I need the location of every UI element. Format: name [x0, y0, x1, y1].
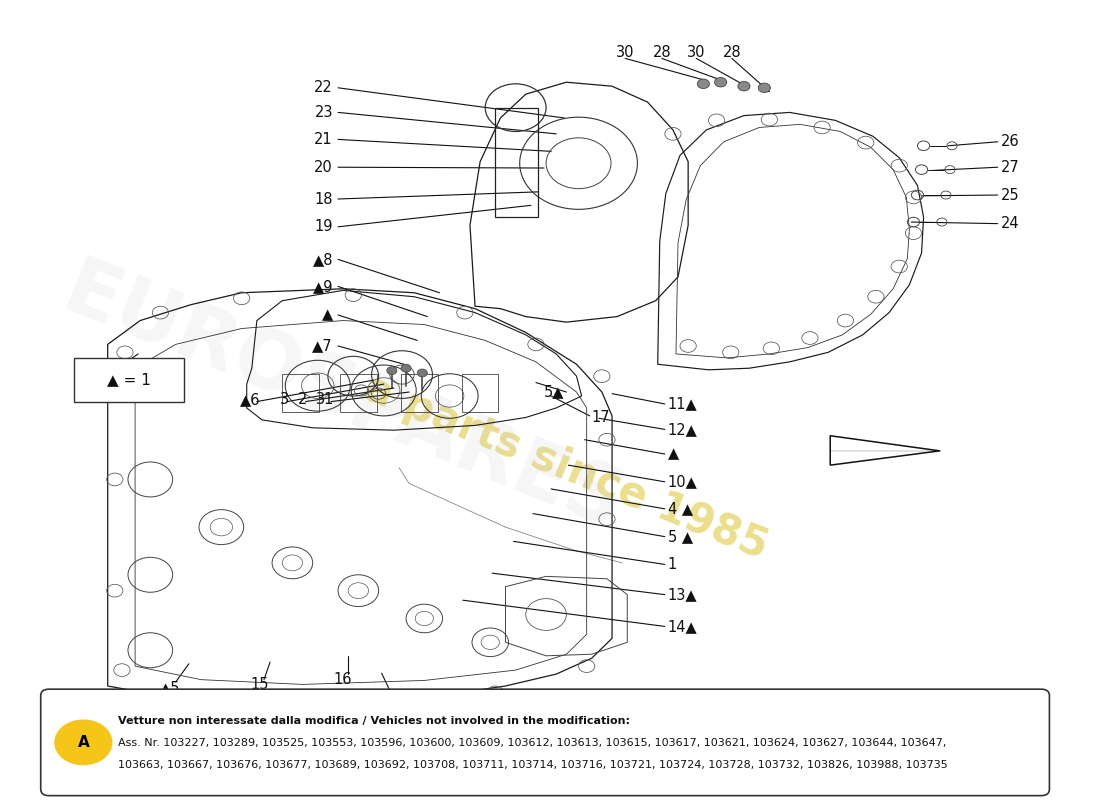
Text: 31: 31 — [316, 393, 334, 407]
Bar — [283, 374, 319, 412]
Text: 10▲: 10▲ — [668, 474, 697, 490]
Text: 5▲: 5▲ — [543, 385, 564, 399]
Text: 17: 17 — [592, 410, 611, 425]
Circle shape — [697, 79, 710, 89]
Circle shape — [55, 720, 112, 765]
Text: 29▲: 29▲ — [387, 701, 417, 716]
Text: 23: 23 — [315, 105, 333, 120]
Text: 22: 22 — [315, 80, 333, 95]
Text: Vetture non interessate dalla modifica / Vehicles not involved in the modificati: Vetture non interessate dalla modifica /… — [118, 716, 630, 726]
Text: 28: 28 — [723, 45, 741, 59]
Text: 26: 26 — [1001, 134, 1020, 150]
Text: 3: 3 — [279, 393, 289, 407]
Text: 4 ▲: 4 ▲ — [668, 502, 693, 516]
Text: 5 ▲: 5 ▲ — [668, 529, 693, 544]
Text: 18: 18 — [315, 191, 333, 206]
Text: EUROSPARES: EUROSPARES — [52, 252, 635, 548]
Text: 30: 30 — [688, 45, 705, 59]
FancyBboxPatch shape — [41, 689, 1049, 796]
FancyBboxPatch shape — [74, 358, 184, 402]
Circle shape — [417, 369, 428, 377]
Text: 16: 16 — [334, 672, 352, 687]
Text: 14▲: 14▲ — [668, 619, 697, 634]
Bar — [495, 108, 538, 218]
Circle shape — [738, 82, 750, 91]
Bar — [340, 374, 376, 412]
Text: ▲5: ▲5 — [161, 680, 180, 695]
Text: 11▲: 11▲ — [668, 397, 697, 411]
Text: 28: 28 — [652, 45, 671, 59]
Text: ▲7: ▲7 — [312, 338, 333, 354]
Text: 19: 19 — [315, 219, 333, 234]
Text: 103663, 103667, 103676, 103677, 103689, 103692, 103708, 103711, 103714, 103716, : 103663, 103667, 103676, 103677, 103689, … — [118, 761, 947, 770]
Text: ▲: ▲ — [668, 446, 679, 462]
Text: ▲6: ▲6 — [240, 393, 260, 407]
Text: 12▲: 12▲ — [668, 422, 697, 437]
Text: 24: 24 — [1001, 216, 1020, 231]
Text: ▲9: ▲9 — [312, 279, 333, 294]
Circle shape — [758, 83, 770, 93]
Text: Ass. Nr. 103227, 103289, 103525, 103553, 103596, 103600, 103609, 103612, 103613,: Ass. Nr. 103227, 103289, 103525, 103553,… — [118, 738, 946, 748]
Text: 27: 27 — [1001, 160, 1020, 174]
Text: 20: 20 — [315, 160, 333, 174]
Text: 13▲: 13▲ — [668, 587, 697, 602]
Text: ▲8: ▲8 — [312, 252, 333, 267]
Text: a parts since 1985: a parts since 1985 — [359, 367, 774, 568]
Text: ▲ = 1: ▲ = 1 — [107, 372, 151, 387]
Text: 2: 2 — [298, 393, 307, 407]
Text: ▲5: ▲5 — [97, 359, 117, 374]
Circle shape — [715, 78, 727, 87]
Bar — [462, 374, 498, 412]
Text: ▲: ▲ — [321, 307, 333, 322]
Text: 21: 21 — [315, 132, 333, 147]
Circle shape — [387, 366, 397, 374]
Text: 25: 25 — [1001, 187, 1020, 202]
Circle shape — [402, 364, 411, 372]
Text: 30: 30 — [616, 45, 635, 59]
Text: 1: 1 — [668, 557, 678, 572]
Text: 15: 15 — [251, 677, 270, 692]
Text: A: A — [77, 735, 89, 750]
Bar — [402, 374, 438, 412]
